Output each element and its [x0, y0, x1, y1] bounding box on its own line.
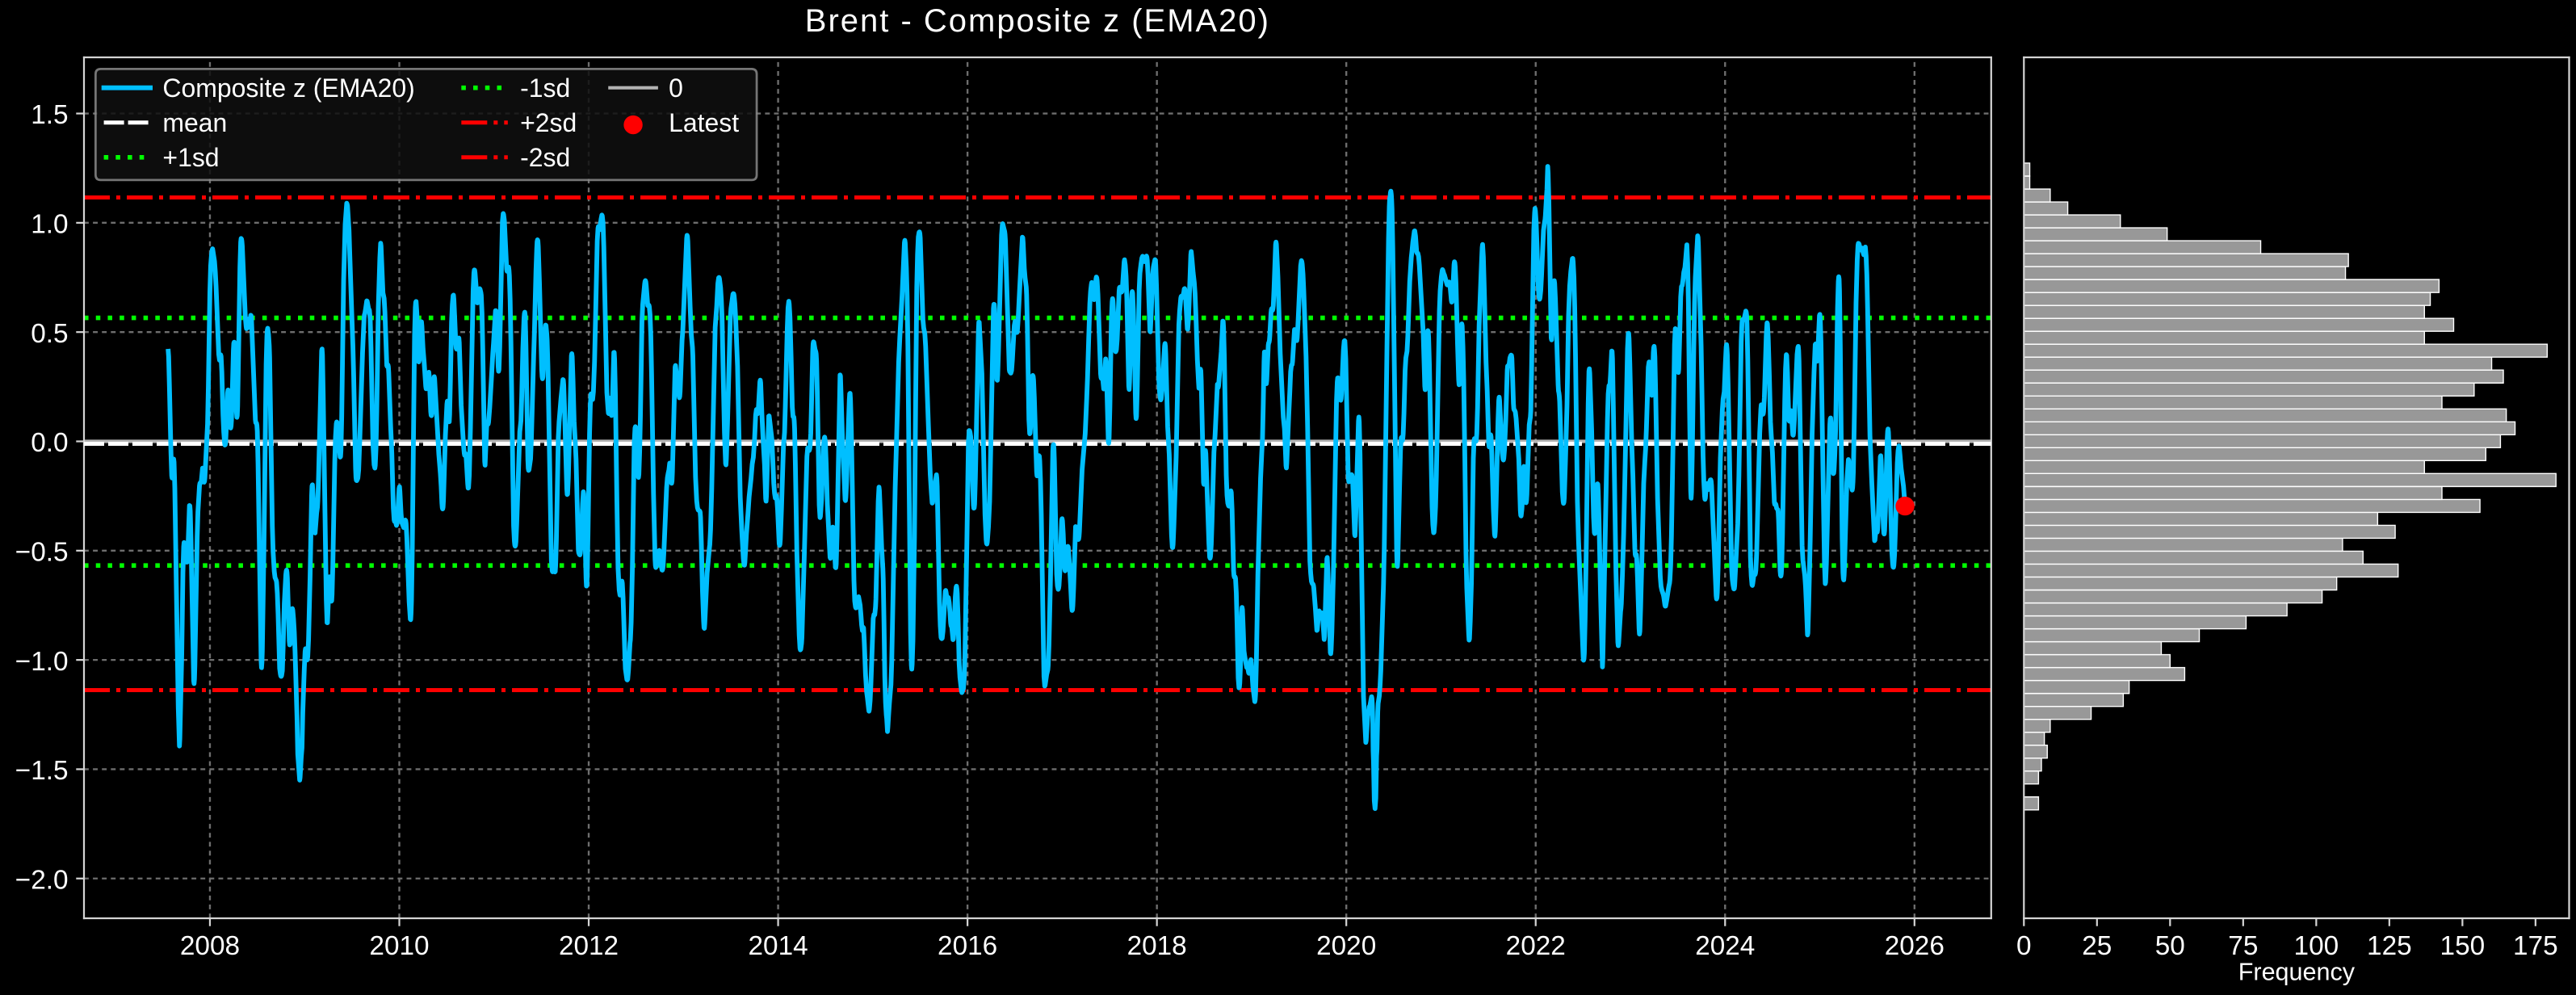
- svg-text:2012: 2012: [559, 931, 619, 961]
- svg-text:−1.5: −1.5: [15, 756, 69, 786]
- svg-text:2024: 2024: [1695, 931, 1755, 961]
- svg-text:1.0: 1.0: [31, 210, 68, 240]
- svg-text:2008: 2008: [180, 931, 240, 961]
- svg-text:150: 150: [2440, 931, 2486, 961]
- svg-text:mean: mean: [162, 108, 227, 137]
- svg-text:-2sd: -2sd: [520, 143, 570, 172]
- svg-text:Frequency: Frequency: [2238, 958, 2356, 985]
- svg-text:2010: 2010: [369, 931, 429, 961]
- svg-text:75: 75: [2228, 931, 2258, 961]
- svg-text:Latest: Latest: [669, 108, 739, 137]
- svg-text:50: 50: [2155, 931, 2185, 961]
- svg-text:Brent - Composite z (EMA20): Brent - Composite z (EMA20): [805, 3, 1270, 39]
- svg-text:−0.5: −0.5: [15, 537, 69, 567]
- svg-text:−2.0: −2.0: [15, 865, 69, 895]
- svg-text:1.5: 1.5: [31, 100, 68, 130]
- svg-text:+1sd: +1sd: [162, 143, 219, 172]
- svg-text:Composite z (EMA20): Composite z (EMA20): [162, 73, 414, 103]
- svg-text:175: 175: [2513, 931, 2558, 961]
- svg-text:0: 0: [669, 73, 683, 103]
- svg-text:0: 0: [2016, 931, 2032, 961]
- svg-text:100: 100: [2294, 931, 2339, 961]
- svg-text:2020: 2020: [1316, 931, 1376, 961]
- svg-text:2014: 2014: [749, 931, 808, 961]
- svg-text:2018: 2018: [1127, 931, 1187, 961]
- svg-text:25: 25: [2082, 931, 2112, 961]
- svg-text:0.0: 0.0: [31, 428, 68, 458]
- svg-text:2026: 2026: [1885, 931, 1945, 961]
- svg-text:2022: 2022: [1506, 931, 1566, 961]
- svg-text:−1.0: −1.0: [15, 647, 69, 677]
- svg-text:2016: 2016: [938, 931, 997, 961]
- svg-text:+2sd: +2sd: [520, 108, 577, 137]
- svg-text:125: 125: [2367, 931, 2412, 961]
- svg-text:-1sd: -1sd: [520, 73, 570, 103]
- svg-text:0.5: 0.5: [31, 319, 68, 349]
